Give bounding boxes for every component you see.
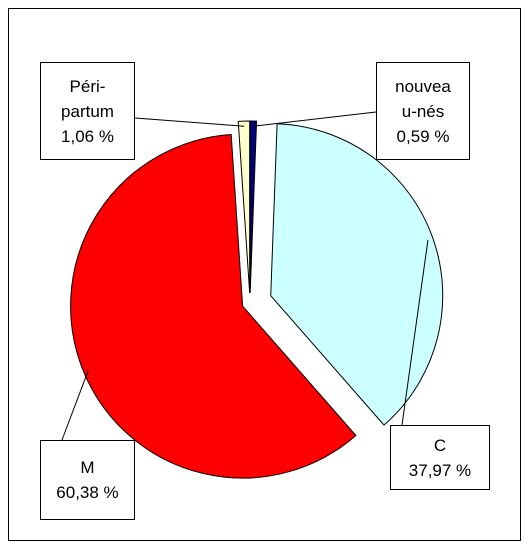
value-label: 0,59 %: [396, 126, 450, 146]
pie-slice: [237, 120, 251, 294]
leader-line: [253, 111, 377, 127]
pie-slice: [70, 133, 357, 479]
data-label-box: Péri-partum 1,06 %: [40, 62, 135, 160]
value-label: 1,06 %: [61, 126, 114, 146]
data-label-box: nouveau-nés 0,59 %: [376, 62, 470, 160]
pie-slice: [249, 120, 258, 294]
category-label: M: [80, 458, 95, 477]
category-label: nouveau-nés: [395, 76, 451, 121]
data-label-box: C 37,97 %: [390, 425, 490, 490]
data-label-box: M 60,38 %: [40, 440, 135, 520]
value-label: 60,38 %: [56, 483, 119, 502]
leader-line: [61, 369, 89, 441]
value-label: 37,97 %: [408, 460, 472, 480]
category-label: Péri-partum: [61, 76, 114, 121]
pie-slice: [270, 123, 444, 426]
leader-line: [401, 239, 429, 426]
category-label: C: [433, 435, 447, 455]
leader-line: [134, 117, 245, 127]
